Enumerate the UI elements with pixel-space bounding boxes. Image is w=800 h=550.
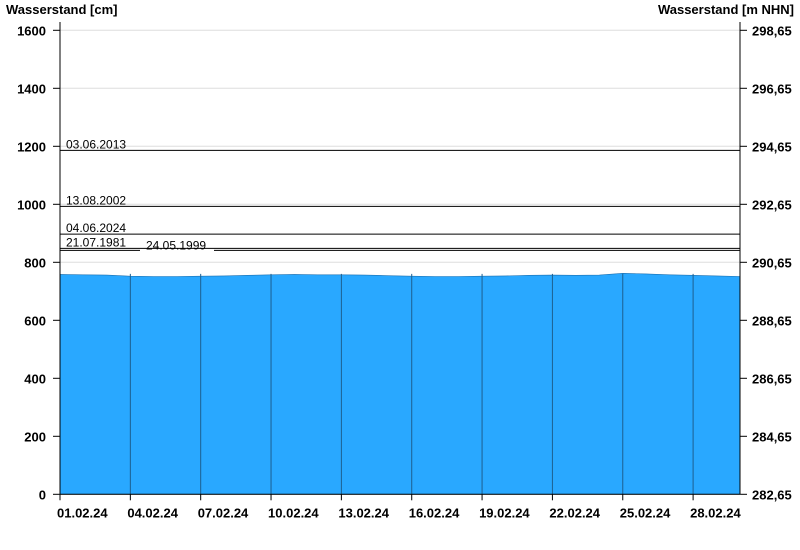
x-tick-label: 19.02.24 (479, 505, 530, 520)
right-axis-label: Wasserstand [m NHN] (658, 2, 794, 17)
y-tick-label: 1400 (17, 81, 46, 96)
y-tick-label: 800 (24, 255, 46, 270)
y-tick-label: 1000 (17, 197, 46, 212)
x-tick-label: 22.02.24 (549, 505, 600, 520)
y-right-tick-label: 284,65 (752, 429, 792, 444)
x-tick-label: 01.02.24 (57, 505, 108, 520)
y-right-tick-label: 298,65 (752, 23, 792, 38)
y-right-tick-label: 294,65 (752, 139, 792, 154)
left-axis-label: Wasserstand [cm] (6, 2, 118, 17)
x-tick-label: 10.02.24 (268, 505, 319, 520)
y-tick-label: 600 (24, 313, 46, 328)
y-right-tick-label: 292,65 (752, 197, 792, 212)
reference-line-label: 04.06.2024 (66, 221, 126, 235)
x-tick-label: 16.02.24 (409, 505, 460, 520)
y-right-tick-label: 286,65 (752, 371, 792, 386)
reference-line-label: 13.08.2002 (66, 193, 126, 207)
water-level-area (59, 273, 741, 495)
y-right-tick-label: 290,65 (752, 255, 792, 270)
y-tick-label: 0 (39, 487, 46, 502)
y-right-tick-label: 296,65 (752, 81, 792, 96)
x-tick-label: 25.02.24 (620, 505, 671, 520)
y-tick-label: 200 (24, 429, 46, 444)
reference-line-label: 03.06.2013 (66, 137, 126, 151)
reference-line-label: 24.05.1999 (146, 238, 206, 252)
x-tick-label: 28.02.24 (690, 505, 741, 520)
y-tick-label: 1200 (17, 139, 46, 154)
x-tick-label: 07.02.24 (198, 505, 249, 520)
x-tick-label: 13.02.24 (338, 505, 389, 520)
reference-line-label: 21.07.1981 (66, 235, 126, 249)
y-tick-label: 400 (24, 371, 46, 386)
y-right-tick-label: 288,65 (752, 313, 792, 328)
y-tick-label: 1600 (17, 23, 46, 38)
x-tick-label: 04.02.24 (127, 505, 178, 520)
y-right-tick-label: 282,65 (752, 487, 792, 502)
